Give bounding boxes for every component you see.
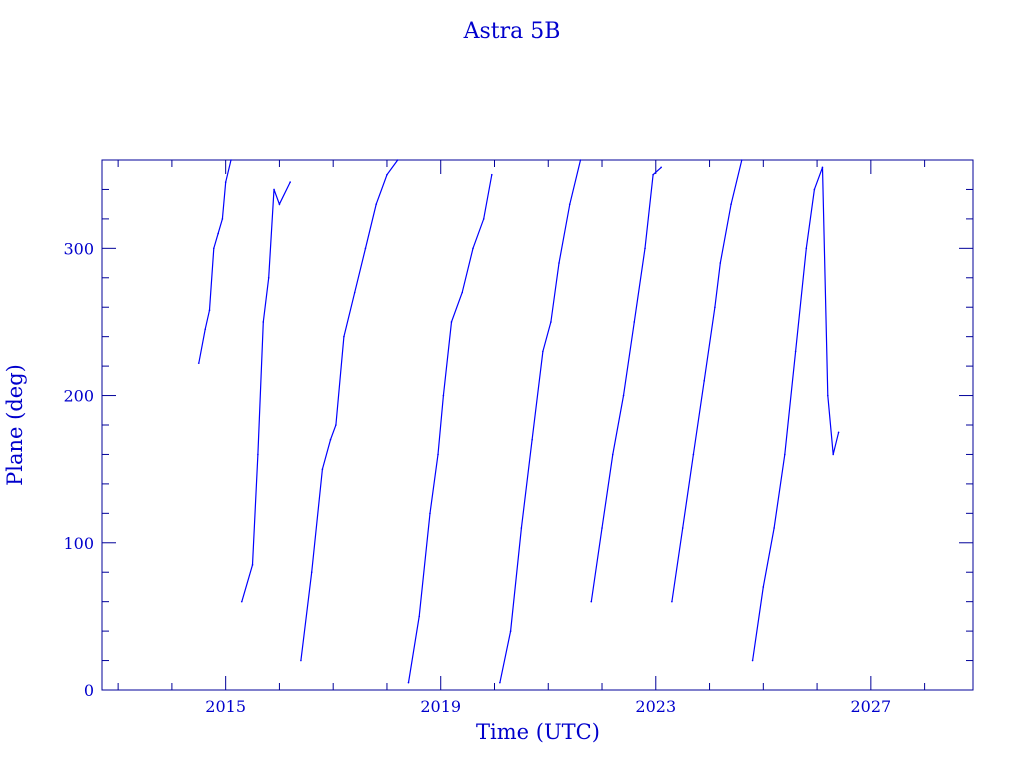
data-point (251, 564, 254, 566)
plot-frame (101, 159, 974, 691)
data-point (278, 203, 281, 205)
data-point (204, 328, 207, 331)
data-point (590, 600, 593, 603)
data-point (353, 291, 356, 294)
data-point (490, 173, 493, 176)
data-point (343, 335, 345, 338)
data-point (652, 173, 654, 176)
data-point (289, 181, 291, 183)
data-point (821, 166, 824, 169)
data-point (558, 262, 560, 264)
data-point (692, 453, 695, 456)
data-point (472, 247, 474, 250)
data-point (240, 600, 243, 603)
data-point (794, 350, 797, 353)
y-tick-label: 0 (84, 681, 94, 700)
x-tick-label: 2019 (420, 697, 461, 716)
data-point (681, 527, 684, 529)
data-point (442, 394, 445, 397)
data-point (622, 394, 625, 397)
data-point (611, 453, 614, 456)
data-point (437, 453, 439, 456)
data-point (644, 247, 646, 250)
data-point (273, 188, 275, 191)
data-point (520, 527, 523, 529)
data-point (762, 586, 765, 588)
data-point (714, 306, 716, 309)
data-point (450, 321, 453, 323)
data-point (671, 600, 673, 603)
data-point (230, 159, 232, 161)
data-point (703, 380, 705, 382)
data-point (542, 350, 544, 353)
data-point (197, 362, 200, 364)
x-tick-label: 2015 (205, 697, 246, 716)
data-point (719, 262, 722, 264)
y-tick-label: 300 (63, 239, 94, 258)
data-point (660, 166, 662, 169)
data-point (482, 218, 485, 220)
data-point (321, 468, 324, 470)
data-point (579, 159, 582, 161)
data-point (217, 232, 219, 235)
chart-title: Astra 5B (463, 19, 561, 44)
data-point (224, 181, 227, 183)
data-point (741, 159, 743, 161)
data-point (601, 527, 603, 529)
data-point (208, 309, 211, 311)
data-point (832, 453, 835, 456)
data-point (550, 321, 552, 323)
data-point (407, 681, 410, 684)
x-tick-label: 2023 (635, 697, 676, 716)
series-line (198, 159, 840, 683)
data-point (386, 173, 388, 176)
data-point (267, 276, 270, 279)
data-point (396, 159, 399, 161)
data-point (329, 438, 332, 441)
data-point (300, 659, 302, 662)
data-point (364, 247, 367, 250)
y-axis-label: Plane (deg) (3, 364, 27, 486)
data-point (418, 615, 421, 618)
data-point (531, 438, 533, 441)
x-tick-label: 2027 (850, 697, 891, 716)
data-point (310, 571, 313, 574)
y-tick-label: 200 (63, 387, 94, 406)
data-point (568, 203, 571, 205)
data-point (837, 431, 840, 434)
data-point (257, 453, 259, 456)
data-point (827, 394, 829, 397)
data-point (773, 527, 775, 529)
data-point (633, 321, 636, 323)
data-point (221, 218, 224, 220)
data-point (509, 630, 512, 632)
data-point (375, 203, 378, 205)
y-tick-label: 100 (63, 534, 94, 553)
data-point (751, 659, 754, 662)
data-point (813, 188, 816, 191)
x-axis-label: Time (UTC) (476, 720, 600, 744)
data-point (461, 291, 464, 294)
data-point (335, 424, 337, 426)
data-point (213, 247, 215, 250)
data-point (805, 247, 808, 250)
data-point (784, 453, 786, 456)
data-point (262, 321, 265, 323)
data-point (499, 681, 501, 684)
data-point (429, 512, 431, 515)
data-point (730, 203, 732, 205)
